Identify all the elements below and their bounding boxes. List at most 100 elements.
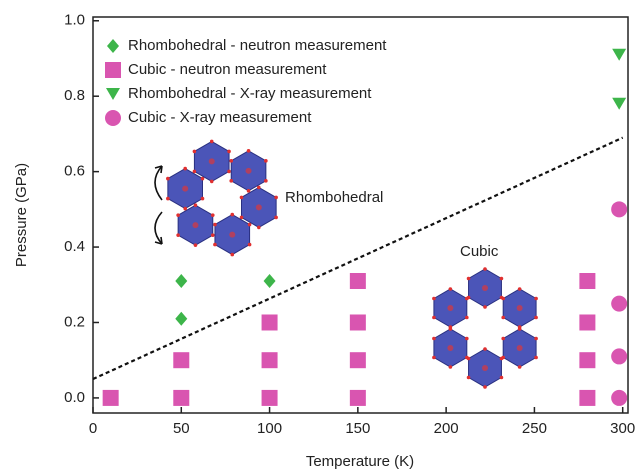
phase-boundary	[93, 138, 623, 379]
marker	[611, 390, 627, 406]
oxygen	[501, 316, 505, 320]
cation	[482, 365, 488, 371]
marker	[612, 98, 626, 110]
oxygen	[500, 277, 504, 281]
marker	[175, 274, 187, 288]
oxygen	[501, 337, 505, 341]
oxygen	[248, 223, 252, 227]
x-tick-label: 50	[173, 420, 190, 437]
oxygen	[518, 287, 522, 291]
oxygen	[193, 170, 197, 174]
y-tick-label: 1.0	[64, 12, 85, 29]
oxygen	[449, 287, 453, 291]
y-tick-label: 0.6	[64, 163, 85, 180]
oxygen	[465, 337, 469, 341]
y-tick-label: 0.4	[64, 238, 85, 255]
oxygen	[240, 196, 244, 200]
marker	[579, 273, 595, 289]
oxygen	[229, 179, 233, 183]
cation	[229, 232, 235, 238]
oxygen	[227, 170, 231, 174]
cation	[246, 168, 252, 174]
y-axis-label: Pressure (GPa)	[13, 163, 30, 267]
oxygen	[518, 365, 522, 369]
x-tick-label: 200	[434, 420, 459, 437]
legend-label: Cubic - neutron measurement	[128, 61, 327, 78]
legend-marker	[107, 39, 119, 53]
oxygen	[211, 213, 215, 217]
oxygen	[534, 356, 538, 360]
y-tick-label: 0.8	[64, 87, 85, 104]
oxygen	[230, 253, 234, 257]
oxygen	[166, 177, 170, 181]
x-tick-label: 0	[89, 420, 97, 437]
oxygen	[432, 297, 436, 301]
marker	[173, 352, 189, 368]
x-tick-label: 250	[522, 420, 547, 437]
marker	[173, 390, 189, 406]
oxygen	[501, 356, 505, 360]
x-axis-label: Temperature (K)	[306, 453, 414, 470]
cation	[482, 285, 488, 291]
marker	[579, 314, 595, 330]
oxygen	[483, 305, 487, 309]
x-tick-label: 150	[345, 420, 370, 437]
y-tick-label: 0.0	[64, 389, 85, 406]
marker	[262, 390, 278, 406]
annotation: Cubic	[460, 243, 499, 260]
oxygen	[465, 316, 469, 320]
legend-marker	[105, 62, 121, 78]
marker	[611, 348, 627, 364]
marker	[579, 352, 595, 368]
oxygen	[534, 337, 538, 341]
legend-marker	[105, 110, 121, 126]
legend-label: Rhombohedral - X-ray measurement	[128, 85, 372, 102]
cation	[209, 158, 215, 164]
oxygen	[183, 207, 187, 211]
marker	[103, 390, 119, 406]
oxygen	[465, 356, 469, 360]
x-tick-label: 100	[257, 420, 282, 437]
oxygen	[483, 267, 487, 271]
cation	[447, 345, 453, 351]
oxygen	[194, 243, 198, 247]
oxygen	[213, 223, 217, 227]
oxygen	[193, 150, 197, 154]
oxygen	[229, 159, 233, 163]
oxygen	[176, 213, 180, 217]
oxygen	[467, 277, 471, 281]
oxygen	[264, 159, 268, 163]
oxygen	[201, 197, 205, 201]
cation	[447, 305, 453, 311]
crystal-structures	[166, 140, 538, 389]
oxygen	[467, 296, 471, 300]
oxygen	[432, 337, 436, 341]
marker	[350, 390, 366, 406]
oxygen	[483, 347, 487, 351]
oxygen	[534, 297, 538, 301]
legend-label: Rhombohedral - neutron measurement	[128, 37, 387, 54]
oxygen	[210, 180, 214, 184]
rotation-arrows	[155, 166, 162, 244]
oxygen	[247, 149, 251, 153]
annotation: Rhombohedral	[285, 189, 383, 206]
legend-marker	[106, 88, 120, 100]
marker	[350, 352, 366, 368]
marker	[579, 390, 595, 406]
oxygen	[230, 213, 234, 217]
marker	[264, 274, 276, 288]
marker	[611, 296, 627, 312]
marker	[262, 352, 278, 368]
oxygen	[518, 327, 522, 331]
marker	[262, 314, 278, 330]
oxygen	[183, 167, 187, 171]
oxygen	[467, 376, 471, 380]
oxygen	[534, 316, 538, 320]
oxygen	[274, 196, 278, 200]
oxygen	[248, 243, 252, 247]
marker	[611, 201, 627, 217]
oxygen	[247, 189, 251, 193]
oxygen	[501, 297, 505, 301]
cation	[256, 204, 262, 210]
y-tick-label: 0.2	[64, 313, 85, 330]
